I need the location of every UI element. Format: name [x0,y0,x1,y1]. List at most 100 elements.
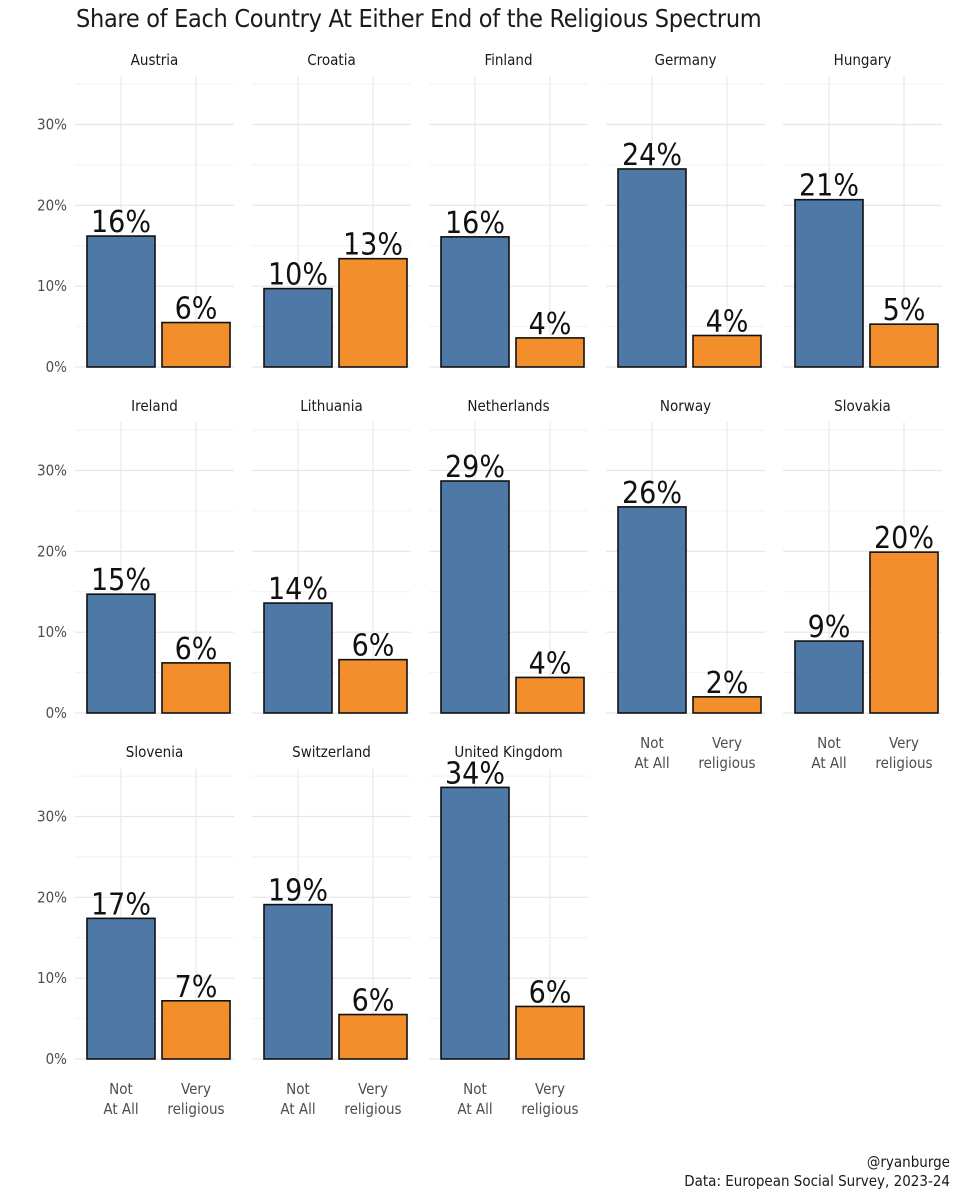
bar-united-kingdom-not-at-all [440,786,510,1060]
y-tick-label: 10% [37,277,67,295]
facet-slovakia: Slovakia 9% 20% Not At All Very religious [783,397,942,772]
bar-croatia-very-religious [338,257,408,368]
bar-austria-very-religious [161,321,231,368]
facet-title-switzerland: Switzerland [292,743,371,761]
bar-hungary-not-at-all [794,198,864,368]
facet-slovenia: Slovenia 0% 10% 20% 30% 17% 7% Not At All Very rel… [37,743,234,1118]
y-tick-label: 20% [37,542,67,560]
bar-lithuania-not-at-all [263,602,333,714]
data-label: 15% [91,563,151,598]
bar-netherlands-not-at-all [440,480,510,714]
facet-title-ireland: Ireland [131,397,178,415]
facet-finland: Finland 16% 4% [429,51,588,368]
data-label: 5% [883,293,926,328]
data-label: 6% [352,984,395,1019]
bar-slovenia-very-religious [161,999,231,1060]
y-tick-label: 30% [37,116,67,134]
bar-finland-not-at-all [440,236,510,368]
facet-norway: Norway 26% 2% Not At All Very religious [606,397,765,772]
bar-united-kingdom-very-religious [515,1005,585,1060]
facet-lithuania: Lithuania 14% 6% [252,397,411,714]
bar-austria-not-at-all [86,235,156,368]
facet-title-hungary: Hungary [834,51,892,69]
x-tick-label: Very religious [344,1080,401,1118]
x-tick-label: Not At All [103,1080,138,1118]
facet-germany: Germany 24% 4% [606,51,765,368]
facet-title-slovakia: Slovakia [834,397,891,415]
x-tick-label: Not At All [457,1080,492,1118]
bar-norway-not-at-all [617,506,687,714]
y-tick-label: 20% [37,888,67,906]
data-label: 4% [529,307,572,342]
data-label: 10% [268,258,328,293]
data-label: 7% [175,970,218,1005]
data-label: 13% [343,228,403,263]
y-tick-label: 20% [37,196,67,214]
facet-netherlands: Netherlands 29% 4% [429,397,588,714]
data-label: 24% [622,138,682,173]
data-label: 6% [352,629,395,664]
data-label: 9% [808,610,851,645]
facet-title-slovenia: Slovenia [126,743,183,761]
y-tick-label: 10% [37,623,67,641]
bar-finland-very-religious [515,337,585,368]
bar-germany-not-at-all [617,168,687,368]
data-label: 21% [799,169,859,204]
bar-slovakia-not-at-all [794,640,864,714]
facet-austria: Austria 0% 10% 20% 30% 16% 6% [37,51,234,376]
bar-netherlands-very-religious [515,676,585,714]
bar-switzerland-not-at-all [263,903,333,1060]
y-tick-label: 0% [46,358,68,376]
bar-ireland-not-at-all [86,593,156,714]
x-tick-label: Very religious [521,1080,578,1118]
facet-title-germany: Germany [655,51,717,69]
data-label: 4% [529,646,572,681]
data-label: 14% [268,572,328,607]
data-label: 4% [706,304,749,339]
data-label: 6% [529,975,572,1010]
data-label: 19% [268,874,328,909]
facet-title-austria: Austria [131,51,179,69]
facet-title-croatia: Croatia [307,51,355,69]
facet-title-lithuania: Lithuania [300,397,363,415]
data-label: 6% [175,292,218,327]
facet-ireland: Ireland 0% 10% 20% 30% 15% 6% [37,397,234,722]
x-tick-label: Not At All [280,1080,315,1118]
data-label: 26% [622,476,682,511]
y-tick-label: 0% [46,704,68,722]
facet-title-finland: Finland [484,51,532,69]
data-label: 17% [91,887,151,922]
x-tick-label: Very religious [167,1080,224,1118]
bar-slovakia-very-religious [869,551,939,714]
data-label: 2% [706,666,749,701]
bar-lithuania-very-religious [338,658,408,714]
bar-norway-very-religious [692,696,762,714]
bar-slovenia-not-at-all [86,917,156,1060]
y-tick-label: 10% [37,969,67,987]
bar-germany-very-religious [692,334,762,368]
x-tick-label: Very religious [875,734,932,772]
data-label: 6% [175,632,218,667]
caption-author-handle: @ryanburge [866,1153,950,1171]
y-tick-label: 0% [46,1050,68,1068]
data-label: 20% [874,521,934,556]
x-tick-label: Very religious [698,734,755,772]
facet-title-norway: Norway [660,397,711,415]
facet-title-netherlands: Netherlands [467,397,549,415]
bar-hungary-very-religious [869,323,939,368]
bar-ireland-very-religious [161,662,231,714]
data-label: 16% [445,206,505,241]
facet-hungary: Hungary 21% 5% [783,51,942,368]
data-label: 16% [91,205,151,240]
facet-title-united-kingdom: United Kingdom [454,743,562,761]
x-tick-label: Not At All [634,734,669,772]
bar-switzerland-very-religious [338,1013,408,1060]
data-label: 29% [445,450,505,485]
facet-croatia: Croatia 10% 13% [252,51,411,368]
x-tick-label: Not At All [811,734,846,772]
facet-switzerland: Switzerland 19% 6% Not At All Very religious [252,743,411,1118]
bar-croatia-not-at-all [263,287,333,368]
y-tick-label: 30% [37,462,67,480]
